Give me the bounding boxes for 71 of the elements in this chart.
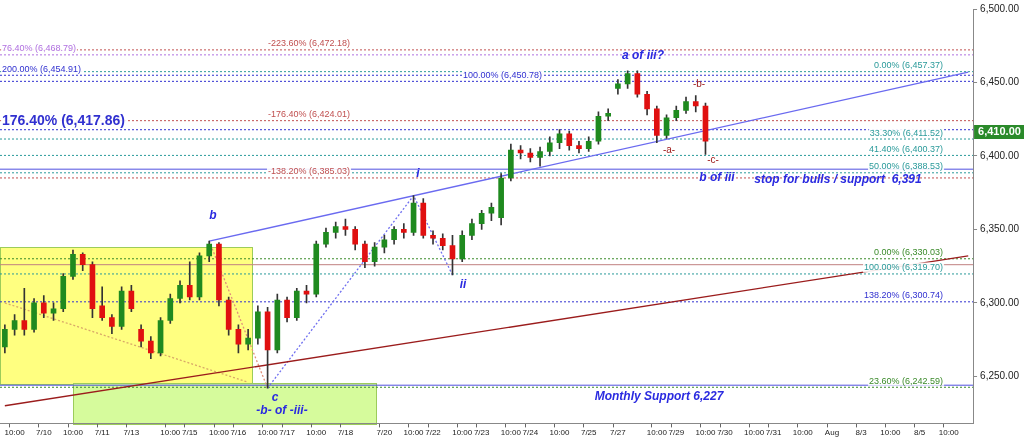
annotation: b xyxy=(209,208,217,223)
x-tick-label: 10:00 xyxy=(160,428,181,438)
y-tick-label: 6,250.00 xyxy=(980,370,1020,382)
annotation: -c- xyxy=(707,153,719,165)
x-tick-label: Aug xyxy=(824,428,840,438)
y-tick-label: 6,350.00 xyxy=(980,223,1020,235)
x-tick-label: 10:00 xyxy=(938,428,960,438)
x-tick-label: 7/13 xyxy=(123,428,140,438)
ref-line-label: 33.30% (6,411.52) xyxy=(869,127,944,138)
x-tick-label: 7/15 xyxy=(181,428,199,438)
x-tick-label: 10:00 xyxy=(646,428,668,438)
x-tick-label: 10:00 xyxy=(792,428,814,438)
x-tick-label: 8/5 xyxy=(913,428,926,438)
x-tick-label: 10:00 xyxy=(500,428,522,438)
x-tick-label: 7/20 xyxy=(376,428,393,438)
ref-line-label: 176.40% (6,417.86) xyxy=(2,112,125,129)
annotation: Monthly Support 6,227 xyxy=(594,389,725,404)
x-tick-label: 7/22 xyxy=(425,428,442,438)
x-tick-label: 10:00 xyxy=(452,428,473,438)
annotation: b of iii xyxy=(699,170,736,185)
ref-line-label: -223.60% (6,472.18) xyxy=(268,38,351,49)
x-tick-label: 10:00 xyxy=(208,428,230,438)
y-tick-label: 6,400.00 xyxy=(980,149,1020,161)
x-tick-label: 10:00 xyxy=(880,428,901,438)
annotation: i xyxy=(416,166,421,181)
x-tick-label: 7/24 xyxy=(522,428,539,438)
ref-line-label: 23.60% (6,242.59) xyxy=(869,375,944,386)
x-tick-label: 7/23 xyxy=(473,428,490,438)
annotation: c xyxy=(271,390,279,405)
x-tick-label: 10:00 xyxy=(306,428,327,438)
annotation: -b- xyxy=(692,77,706,89)
ref-line-label: -176.40% (6,424.01) xyxy=(268,109,351,120)
x-tick-label: 10:00 xyxy=(744,428,765,438)
y-tick-label: 6,450.00 xyxy=(980,76,1020,88)
x-tick-label: 7/25 xyxy=(580,428,598,438)
x-tick-label: 10:00 xyxy=(62,428,84,438)
candlestick xyxy=(401,223,407,239)
x-tick-label: 10:00 xyxy=(257,428,279,438)
x-tick-label: 7/31 xyxy=(765,428,782,438)
ref-line-label: -138.20% (6,385.03) xyxy=(268,166,351,177)
ref-line-label: 138.20% (6,300.74) xyxy=(864,290,944,301)
ref-line-label: 41.40% (6,400.37) xyxy=(869,143,944,154)
annotation: stop for bulls / support 6,391 xyxy=(754,172,922,187)
ref-line-label: 50.00% (6,388.53) xyxy=(869,161,944,172)
x-tick-label: 7/27 xyxy=(610,428,627,438)
x-tick-label: 7/16 xyxy=(230,428,247,438)
x-tick-label: 10:00 xyxy=(4,428,26,438)
x-tick-label: 8/3 xyxy=(855,428,868,438)
x-tick-label: 7/11 xyxy=(94,428,111,438)
annotation: -b- of -iii- xyxy=(256,403,308,418)
ref-line-label: 200.00% (6,454.91) xyxy=(2,63,82,74)
ref-line-label: 100.00% (6,319.70) xyxy=(864,262,944,273)
x-tick-label: 10:00 xyxy=(549,428,571,438)
x-tick-label: 7/30 xyxy=(717,428,734,438)
x-tick-label: 7/18 xyxy=(337,428,354,438)
y-tick-label: 6,500.00 xyxy=(980,2,1020,14)
ref-line-label: 0.00% (6,330.03) xyxy=(874,247,944,258)
annotation: -a- xyxy=(662,143,676,155)
annotation: a of iii? xyxy=(622,48,665,63)
ref-line-label: 0.00% (6,457.37) xyxy=(874,60,944,71)
annotation: ii xyxy=(459,277,467,292)
y-tick-label: 6,300.00 xyxy=(980,296,1020,308)
x-tick-label: 10:00 xyxy=(403,428,425,438)
x-tick-label: 7/10 xyxy=(36,428,53,438)
ref-line-label: 100.00% (6,450.78) xyxy=(463,69,543,80)
x-tick-label: 7/29 xyxy=(668,428,685,438)
x-tick-label: 10:00 xyxy=(695,428,717,438)
text: 6,410.00 xyxy=(978,125,1021,138)
candlestick xyxy=(21,287,28,336)
ref-line-label: 76.40% (6,468.79) xyxy=(2,43,77,54)
x-tick-label: 7/17 xyxy=(279,428,296,438)
